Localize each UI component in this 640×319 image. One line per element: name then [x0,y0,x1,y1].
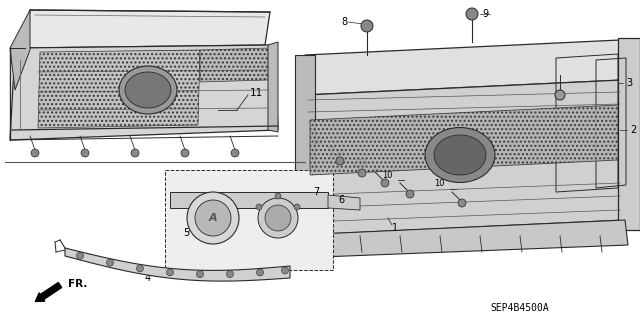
Circle shape [256,204,262,210]
Circle shape [361,20,373,32]
Circle shape [275,193,281,199]
Polygon shape [65,248,290,281]
Circle shape [106,259,113,266]
Text: 1: 1 [392,223,398,233]
Text: 10: 10 [312,137,323,146]
Circle shape [381,179,389,187]
Text: 6: 6 [338,195,344,205]
Circle shape [294,204,300,210]
FancyArrow shape [35,283,61,301]
Bar [165,170,333,270]
Ellipse shape [434,135,486,175]
Text: 3: 3 [626,78,632,88]
Text: SEP4B4500A: SEP4B4500A [490,303,548,313]
Circle shape [458,199,466,207]
Circle shape [555,90,565,100]
Text: 4: 4 [145,273,151,283]
Circle shape [181,149,189,157]
Circle shape [131,149,139,157]
Circle shape [258,198,298,238]
Circle shape [358,169,366,177]
Polygon shape [305,40,622,95]
Polygon shape [618,38,640,230]
Circle shape [231,149,239,157]
Text: 10: 10 [334,150,344,159]
Text: 10: 10 [357,160,367,168]
Text: 11: 11 [250,88,263,98]
Text: 7: 7 [313,187,319,197]
Polygon shape [295,220,628,258]
Polygon shape [310,105,618,175]
Text: 5: 5 [183,228,189,238]
Text: 9: 9 [482,9,488,19]
Ellipse shape [119,66,177,114]
Text: FR.: FR. [68,279,88,289]
Ellipse shape [125,72,171,108]
Polygon shape [25,10,270,48]
Text: A: A [209,213,218,223]
Text: 10: 10 [434,180,445,189]
Ellipse shape [425,128,495,182]
Circle shape [466,8,478,20]
Circle shape [406,190,414,198]
Polygon shape [305,80,625,235]
Polygon shape [10,10,30,90]
Circle shape [257,269,264,276]
Circle shape [77,252,83,259]
Circle shape [187,192,239,244]
Polygon shape [328,195,360,210]
Circle shape [196,271,204,278]
Polygon shape [295,55,315,235]
Polygon shape [38,50,200,128]
Polygon shape [268,42,278,132]
Polygon shape [10,45,278,140]
Circle shape [282,267,289,274]
Polygon shape [200,48,270,82]
Text: 2: 2 [630,125,636,135]
Circle shape [336,157,344,165]
Circle shape [265,205,291,231]
Circle shape [166,269,173,276]
Text: 8: 8 [342,17,348,27]
Circle shape [227,271,234,278]
Polygon shape [170,192,328,208]
Text: 10: 10 [382,170,392,180]
Circle shape [81,149,89,157]
Circle shape [31,149,39,157]
Circle shape [136,265,143,272]
Circle shape [195,200,231,236]
